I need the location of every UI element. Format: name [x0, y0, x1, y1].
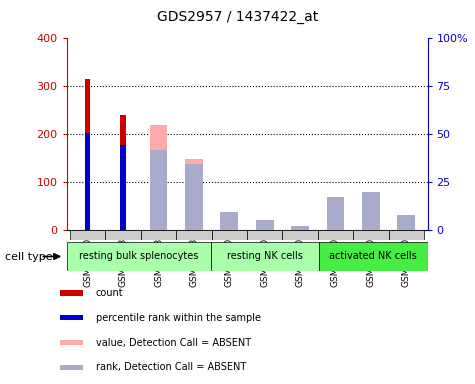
Bar	[66, 242, 211, 271]
Bar	[211, 230, 247, 240]
Bar	[327, 197, 344, 230]
Text: rank, Detection Call = ABSENT: rank, Detection Call = ABSENT	[95, 362, 246, 372]
Bar	[185, 164, 203, 230]
Text: GDS2957 / 1437422_at: GDS2957 / 1437422_at	[157, 10, 318, 23]
Bar	[353, 230, 389, 240]
Bar	[105, 230, 141, 240]
Bar	[70, 230, 105, 240]
Bar	[256, 223, 274, 230]
Bar	[185, 159, 203, 230]
Text: resting NK cells: resting NK cells	[227, 251, 303, 262]
Bar	[362, 216, 380, 230]
Bar	[389, 230, 424, 240]
Bar	[327, 217, 344, 230]
Bar	[319, 242, 428, 271]
Bar	[398, 215, 415, 230]
Bar	[150, 150, 167, 230]
Bar	[60, 290, 83, 296]
Bar	[291, 227, 309, 230]
Bar	[121, 115, 126, 230]
Text: cell type: cell type	[5, 252, 52, 262]
Bar	[211, 242, 319, 271]
Text: value, Detection Call = ABSENT: value, Detection Call = ABSENT	[95, 338, 251, 348]
Bar	[150, 125, 167, 230]
Text: activated NK cells: activated NK cells	[330, 251, 417, 262]
Bar	[121, 145, 126, 230]
Bar	[60, 364, 83, 370]
Bar	[141, 230, 176, 240]
Bar	[283, 230, 318, 240]
Text: percentile rank within the sample: percentile rank within the sample	[95, 313, 261, 323]
Bar	[247, 230, 283, 240]
Bar	[318, 230, 353, 240]
Bar	[85, 134, 90, 230]
Bar	[256, 220, 274, 230]
Bar	[85, 79, 90, 230]
Bar	[60, 315, 83, 321]
Text: count: count	[95, 288, 123, 298]
Bar	[362, 192, 380, 230]
Bar	[220, 218, 238, 230]
Bar	[398, 223, 415, 230]
Bar	[176, 230, 211, 240]
Text: resting bulk splenocytes: resting bulk splenocytes	[79, 251, 199, 262]
Bar	[220, 212, 238, 230]
Bar	[60, 340, 83, 345]
Bar	[291, 225, 309, 230]
